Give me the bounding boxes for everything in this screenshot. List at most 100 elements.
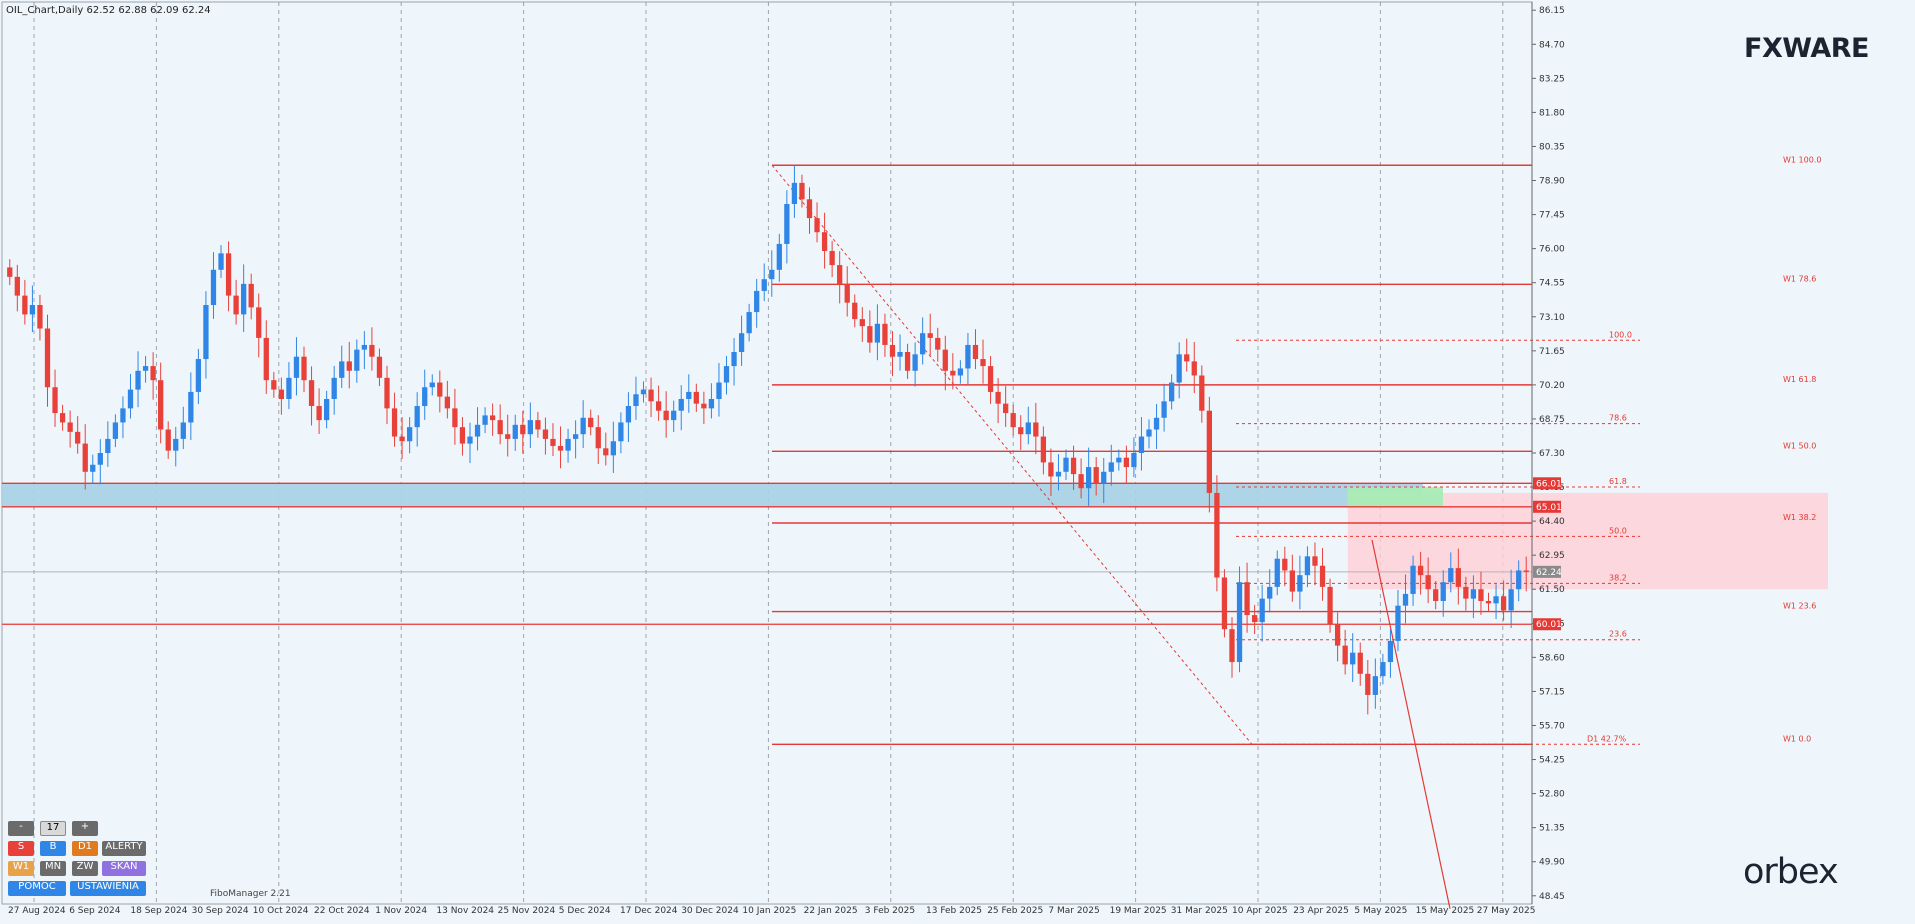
candle-body [339, 361, 345, 378]
candle-body [1455, 568, 1461, 587]
candle-body [37, 305, 43, 329]
candle-body [595, 427, 601, 449]
x-axis: 27 Aug 2024 6 Sep 2024 18 Sep 2024 30 Sep 2… [8, 906, 1535, 916]
candle-body [987, 366, 994, 392]
candle-body [678, 398, 684, 411]
s-button[interactable]: S [8, 841, 34, 856]
y-tick-label: 54.25 [1539, 756, 1565, 766]
candle-body [520, 424, 526, 435]
candle-body [1387, 640, 1394, 663]
candle-body [995, 391, 1001, 404]
x-tick-label: 25 Feb 2025 [987, 906, 1043, 916]
candle-body [655, 401, 662, 411]
candle-body [67, 422, 73, 432]
candle-body [889, 344, 896, 357]
candle-body [1070, 457, 1077, 475]
candle-body [1508, 589, 1514, 611]
candle-body [776, 243, 782, 270]
candle-body [1229, 629, 1235, 663]
zw-button[interactable]: ZW [72, 861, 98, 876]
candle-body [165, 429, 171, 451]
candle-body [1078, 474, 1084, 489]
chart-title: OIL_Chart,Daily 62.52 62.88 62.09 62.24 [6, 5, 211, 16]
candle-body [120, 408, 126, 423]
candle-body [1184, 354, 1190, 362]
candle-body [1025, 422, 1031, 435]
candle-body [1297, 575, 1303, 592]
candle-body [761, 279, 767, 291]
candle-body [1523, 570, 1529, 572]
count-field[interactable]: 17 [40, 821, 66, 836]
y-tick-label: 71.65 [1539, 347, 1565, 357]
candle-body [1116, 457, 1122, 463]
candle-body [1402, 593, 1409, 606]
candle-body [852, 302, 858, 320]
x-tick-label: 10 Apr 2025 [1232, 906, 1288, 916]
y-tick-label: 70.20 [1539, 381, 1565, 391]
candle-body [512, 424, 518, 439]
candle-body [1282, 558, 1288, 571]
candle-body [550, 438, 556, 446]
candle-body [293, 356, 300, 378]
candle-body [791, 182, 798, 205]
y-axis: 86.15 84.70 83.25 81.80 80.35 78.90 77.45 76.00… [1531, 2, 1565, 904]
price-tag [1533, 618, 1561, 631]
x-tick-label: 27 May 2025 [1477, 906, 1536, 916]
b-button[interactable]: B [40, 841, 66, 856]
candle-body [1033, 422, 1039, 437]
candle-body [1417, 565, 1424, 576]
candle-body [422, 387, 428, 407]
y-tick-label: 64.40 [1539, 517, 1565, 527]
candle-body [278, 389, 285, 399]
candle-body [957, 368, 964, 376]
x-tick-label: 13 Nov 2024 [436, 906, 494, 916]
skan-button[interactable]: SKAN [102, 861, 146, 876]
candle-body [799, 182, 805, 200]
y-tick-label: 73.10 [1539, 313, 1565, 323]
candle-body [965, 344, 971, 369]
candle-body [1018, 427, 1024, 435]
price-tag [1533, 477, 1561, 490]
x-tick-label: 6 Sep 2024 [69, 906, 121, 916]
candle-body [210, 269, 217, 306]
ustawienia-button[interactable]: USTAWIENIA [70, 881, 146, 896]
candle-body [738, 333, 745, 352]
candle-body [572, 434, 579, 439]
candle-body [1372, 676, 1378, 695]
zone-demand-green [1347, 487, 1443, 507]
candle-body [565, 438, 571, 451]
candle-body [384, 377, 390, 409]
x-tick-label: 19 Mar 2025 [1110, 906, 1167, 916]
y-tick-label: 62.95 [1539, 551, 1565, 561]
alerty-button[interactable]: ALERTY [102, 841, 146, 856]
candle-body [1478, 589, 1484, 601]
candle-body [429, 382, 435, 388]
candle-body [1161, 401, 1167, 418]
w1-button[interactable]: W1 [8, 861, 34, 876]
candle-body [754, 290, 760, 313]
plus-button[interactable]: + [72, 821, 98, 836]
y-tick-label: 58.60 [1539, 653, 1565, 663]
pomoc-button[interactable]: POMOC [8, 881, 66, 896]
x-tick-label: 23 Apr 2025 [1293, 906, 1349, 916]
candle-body [542, 429, 549, 439]
candle-body [195, 359, 202, 392]
candle-body [82, 443, 88, 472]
y-tick-label: 81.80 [1539, 108, 1565, 118]
minus-button[interactable]: - [8, 821, 34, 836]
candle-body [1168, 382, 1175, 402]
y-tick-label: 76.00 [1539, 245, 1565, 255]
y-tick-label: 86.15 [1539, 6, 1565, 16]
fib-label-weekly: W1 100.0 [1783, 155, 1821, 164]
candle-body [912, 354, 918, 371]
candle-body [142, 366, 149, 371]
candle-body [1334, 624, 1341, 646]
d1-button[interactable]: D1 [72, 841, 98, 856]
candle-body [180, 422, 186, 439]
mn-button[interactable]: MN [40, 861, 66, 876]
candle-body [1516, 570, 1522, 590]
y-tick-label: 68.75 [1539, 415, 1565, 425]
candle-body [324, 398, 330, 421]
candle-body [301, 356, 307, 381]
